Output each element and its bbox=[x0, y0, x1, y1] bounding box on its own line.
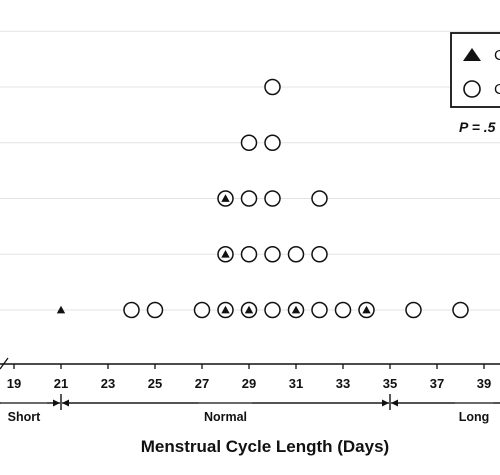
triangle-point bbox=[221, 250, 230, 258]
p-value-annotation: P = .5 bbox=[459, 119, 496, 135]
x-axis-title: Menstrual Cycle Length (Days) bbox=[141, 437, 389, 456]
x-tick-label: 19 bbox=[7, 376, 21, 391]
triangle-point bbox=[221, 194, 230, 202]
cycle-bands: Short Normal Long bbox=[0, 394, 500, 424]
triangle-point bbox=[56, 305, 66, 314]
circle-point bbox=[287, 246, 305, 263]
circle-point bbox=[311, 301, 328, 319]
x-tick-label: 37 bbox=[430, 376, 444, 391]
legend-label-triangle: C bbox=[494, 47, 500, 64]
circle-point bbox=[146, 301, 164, 319]
circle-point bbox=[123, 301, 140, 319]
circle-point bbox=[193, 301, 211, 319]
circle-point bbox=[264, 78, 281, 96]
x-axis-ticks: 19 21 23 25 27 29 31 33 35 37 39 bbox=[7, 364, 491, 391]
x-tick-label: 33 bbox=[336, 376, 350, 391]
legend-circle-marker bbox=[463, 80, 481, 98]
x-tick-label: 21 bbox=[54, 376, 68, 391]
circle-point bbox=[240, 246, 258, 263]
x-tick-label: 31 bbox=[289, 376, 303, 391]
gridlines bbox=[0, 30, 500, 311]
band-label: Normal bbox=[204, 410, 247, 424]
x-tick-label: 23 bbox=[101, 376, 115, 391]
x-tick-label: 35 bbox=[383, 376, 397, 391]
legend-triangle-marker bbox=[463, 48, 481, 61]
circle-point bbox=[311, 246, 328, 263]
x-tick-label: 25 bbox=[148, 376, 162, 391]
circle-point bbox=[264, 134, 281, 151]
circle-point bbox=[240, 190, 258, 207]
triangle-point bbox=[221, 305, 230, 314]
circle-point bbox=[452, 301, 469, 319]
legend-label-circle: C bbox=[494, 81, 500, 98]
circle-point bbox=[264, 246, 281, 263]
circle-point bbox=[264, 190, 281, 207]
axis-break-mark bbox=[0, 357, 9, 370]
triangle-point bbox=[362, 305, 371, 314]
x-tick-label: 29 bbox=[242, 376, 256, 391]
legend: C C bbox=[450, 32, 500, 108]
x-tick-label: 27 bbox=[195, 376, 209, 391]
circle-point bbox=[264, 301, 281, 319]
circle-point bbox=[405, 301, 422, 319]
band-label: Short bbox=[8, 410, 41, 424]
circle-point bbox=[334, 301, 352, 319]
data-points bbox=[56, 78, 469, 319]
circle-point bbox=[311, 190, 328, 207]
band-label: Long bbox=[459, 410, 490, 424]
triangle-point bbox=[244, 305, 254, 314]
x-tick-label: 39 bbox=[477, 376, 491, 391]
x-axis bbox=[0, 357, 500, 370]
circle-point bbox=[240, 134, 258, 151]
triangle-point bbox=[291, 305, 301, 314]
